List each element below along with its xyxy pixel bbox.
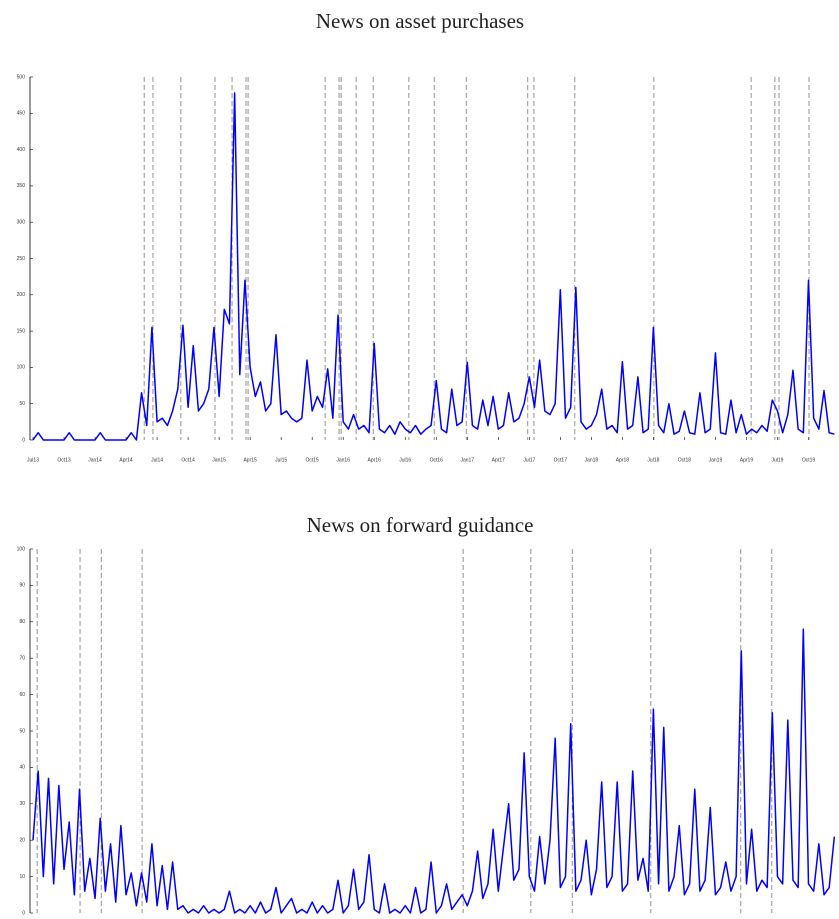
x-tick-label: Jan19 (709, 457, 723, 463)
y-tick-label: 20 (19, 838, 25, 844)
y-tick-label: 70 (19, 656, 25, 662)
y-tick-label: 50 (19, 728, 25, 734)
y-tick-label: 450 (17, 111, 26, 117)
x-tick-label: Oct14 (181, 457, 195, 463)
x-tick-label: Oct15 (306, 457, 320, 463)
y-tick-label: 0 (22, 437, 25, 443)
x-tick-label: Jul16 (399, 457, 411, 463)
x-tick-label: Apr14 (119, 457, 133, 463)
x-tick-label: Jul13 (27, 457, 39, 463)
chart-title: News on forward guidance (307, 513, 534, 537)
series-line (32, 628, 836, 914)
y-tick-label: 10 (19, 874, 25, 880)
x-tick-label: Oct19 (802, 457, 816, 463)
x-tick-label: Jul15 (275, 457, 287, 463)
x-tick-label: Jan18 (585, 457, 599, 463)
x-tick-label: Jan14 (88, 457, 102, 463)
x-tick-label: Oct13 (57, 457, 71, 463)
y-tick-label: 60 (19, 692, 25, 698)
y-tick-label: 50 (19, 401, 25, 407)
y-tick-label: 350 (17, 183, 26, 189)
x-tick-label: Apr17 (492, 457, 506, 463)
x-tick-label: Apr16 (368, 457, 382, 463)
x-tick-label: Oct18 (678, 457, 692, 463)
y-tick-label: 40 (19, 765, 25, 771)
x-tick-label: Jul19 (772, 457, 784, 463)
y-tick-label: 150 (17, 328, 26, 334)
x-tick-label: Jan17 (460, 457, 474, 463)
x-tick-label: Jul17 (523, 457, 535, 463)
x-tick-label: Jul18 (647, 457, 659, 463)
chart-title: News on asset purchases (316, 9, 524, 33)
series-line (32, 92, 835, 441)
y-tick-label: 30 (19, 801, 25, 807)
y-tick-label: 100 (17, 365, 26, 371)
x-tick-label: Oct16 (430, 457, 444, 463)
x-tick-label: Jan16 (336, 457, 350, 463)
y-tick-label: 400 (17, 147, 26, 153)
y-tick-label: 100 (17, 546, 26, 552)
x-tick-label: Apr15 (243, 457, 257, 463)
y-tick-label: 80 (19, 619, 25, 625)
y-tick-label: 200 (17, 292, 26, 298)
x-tick-label: Apr19 (740, 457, 754, 463)
y-tick-label: 90 (19, 583, 25, 589)
x-tick-label: Jul14 (151, 457, 163, 463)
y-tick-label: 300 (17, 220, 26, 226)
x-tick-label: Apr18 (616, 457, 630, 463)
y-tick-label: 500 (17, 74, 26, 80)
y-tick-label: 0 (22, 910, 25, 916)
x-tick-label: Jan15 (212, 457, 226, 463)
x-tick-label: Oct17 (554, 457, 568, 463)
y-tick-label: 250 (17, 256, 26, 262)
